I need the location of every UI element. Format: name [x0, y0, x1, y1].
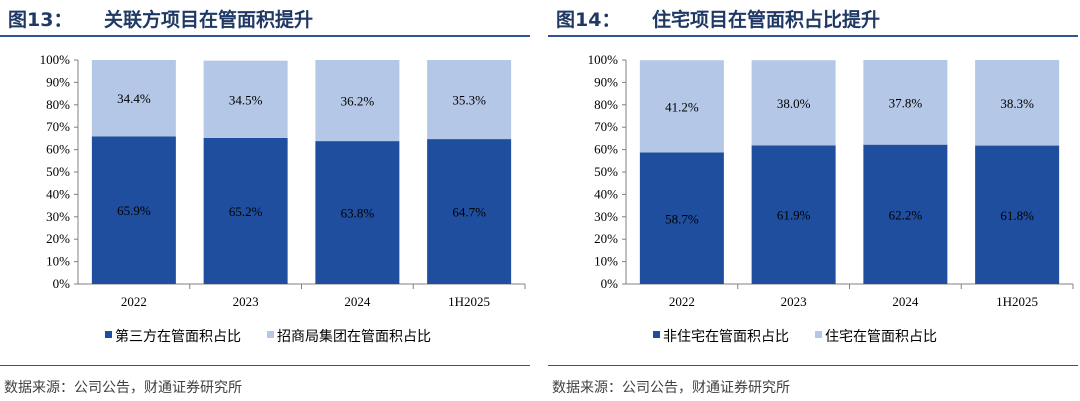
y-tick-label: 90%: [594, 74, 618, 89]
legend-label: 住宅在管面积占比: [825, 329, 937, 345]
data-label: 35.3%: [452, 93, 486, 108]
y-tick-label: 40%: [594, 186, 618, 201]
x-tick-label: 1H2025: [996, 294, 1038, 309]
data-label: 61.8%: [1000, 208, 1034, 223]
bar-segment: [975, 145, 1060, 284]
bar-segment: [315, 141, 400, 284]
bar-segment: [427, 139, 512, 284]
legend: 第三方在管面积占比 招商局集团在管面积占比: [105, 328, 431, 345]
bar-segment: [751, 145, 836, 284]
legend-swatch: [653, 331, 660, 338]
figure-title-text: 住宅项目在管面积占比提升: [652, 9, 881, 31]
figure-title: 图14： 住宅项目在管面积占比提升: [556, 5, 880, 32]
y-tick-label: 60%: [594, 142, 618, 157]
legend-label: 非住宅在管面积占比: [663, 329, 789, 345]
y-tick-label: 10%: [594, 254, 618, 269]
y-tick-label: 40%: [46, 186, 70, 201]
data-label: 34.5%: [229, 92, 263, 107]
data-label: 65.2%: [229, 204, 263, 219]
y-tick-label: 30%: [46, 209, 70, 224]
data-label: 62.2%: [889, 207, 923, 222]
y-tick-label: 0%: [601, 276, 619, 291]
bar-segment: [751, 60, 836, 146]
data-label: 63.8%: [341, 206, 375, 221]
bar-segment: [975, 60, 1060, 146]
figure-13-panel: 图13： 关联方项目在管面积提升 0% 10% 20% 30% 40% 50% 60% 70% 8…: [0, 0, 530, 401]
bar-segment: [203, 137, 288, 284]
source-rule: [548, 365, 1078, 366]
x-tick-label: 2022: [669, 294, 695, 309]
stacked-bar-chart-figure-13: 0% 10% 20% 30% 40% 50% 60% 70% 80% 90% 100% 65.9% 34…: [40, 52, 526, 345]
x-tick-label: 1H2025: [448, 294, 490, 309]
y-tick-label: 50%: [594, 164, 618, 179]
source-rule: [0, 365, 530, 366]
y-tick-label: 20%: [594, 231, 618, 246]
y-tick-label: 30%: [594, 209, 618, 224]
y-tick-label: 80%: [46, 97, 70, 112]
data-label: 41.2%: [665, 99, 699, 114]
bar-segment: [863, 144, 948, 284]
figure-number: 图14：: [556, 9, 621, 31]
y-tick-label: 70%: [46, 119, 70, 134]
y-tick-label: 60%: [46, 142, 70, 157]
source-note: 数据来源：公司公告，财通证券研究所: [4, 380, 242, 396]
y-tick-label: 0%: [53, 276, 71, 291]
legend-swatch: [105, 331, 112, 338]
legend-swatch: [815, 331, 822, 338]
bar-segment: [427, 60, 512, 140]
stacked-bar-chart-figure-14: 0% 10% 20% 30% 40% 50% 60% 70% 80% 90% 100% 58.7% 41…: [588, 52, 1074, 345]
title-rule: [0, 35, 530, 37]
y-tick-label: 20%: [46, 231, 70, 246]
y-tick-label: 100%: [40, 52, 71, 67]
y-tick-label: 70%: [594, 119, 618, 134]
legend: 非住宅在管面积占比 住宅在管面积占比: [653, 329, 937, 345]
data-label: 64.7%: [452, 205, 486, 220]
legend-label: 招商局集团在管面积占比: [277, 328, 431, 345]
legend-swatch: [267, 331, 274, 338]
y-tick-label: 50%: [46, 164, 70, 179]
figure-number: 图13：: [8, 9, 73, 31]
title-rule: [548, 35, 1078, 37]
data-label: 38.0%: [777, 96, 811, 111]
x-tick-label: 2023: [233, 294, 259, 309]
bar-segment: [91, 136, 176, 284]
bar-segment: [315, 60, 400, 142]
data-label: 38.3%: [1000, 96, 1034, 111]
bar-segment: [91, 60, 176, 137]
x-tick-label: 2024: [892, 294, 919, 309]
y-tick-label: 80%: [594, 97, 618, 112]
source-note: 数据来源：公司公告，财通证券研究所: [552, 380, 790, 396]
figure-title-text: 关联方项目在管面积提升: [104, 9, 314, 31]
y-tick-label: 90%: [46, 74, 70, 89]
y-tick-label: 100%: [588, 52, 619, 67]
data-label: 65.9%: [117, 203, 151, 218]
x-tick-label: 2024: [344, 294, 371, 309]
data-label: 61.9%: [777, 208, 811, 223]
bar-segment: [203, 60, 288, 138]
y-tick-label: 10%: [46, 254, 70, 269]
x-tick-label: 2022: [121, 294, 147, 309]
legend-label: 第三方在管面积占比: [115, 328, 241, 345]
bar-segment: [639, 152, 724, 284]
bar-segment: [863, 60, 948, 145]
data-label: 34.4%: [117, 91, 151, 106]
figure-title: 图13： 关联方项目在管面积提升: [8, 5, 313, 32]
data-label: 58.7%: [665, 211, 699, 226]
bar-segment: [639, 60, 724, 153]
x-tick-label: 2023: [781, 294, 807, 309]
figure-14-panel: 图14： 住宅项目在管面积占比提升 0% 10% 20% 30% 40% 50% 60% 70%…: [548, 0, 1078, 401]
data-label: 36.2%: [341, 94, 375, 109]
data-label: 37.8%: [889, 95, 923, 110]
